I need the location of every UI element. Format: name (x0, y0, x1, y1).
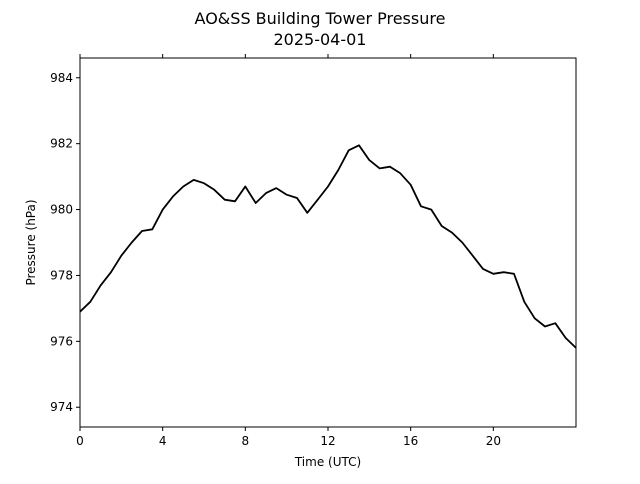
x-tick-label: 12 (320, 434, 335, 448)
chart-title: AO&SS Building Tower Pressure (195, 9, 446, 28)
y-tick-label: 978 (50, 268, 73, 282)
x-axis-label: Time (UTC) (294, 455, 361, 469)
x-axis-ticks: 0 4 8 12 16 20 (76, 54, 501, 448)
y-tick-label: 982 (50, 137, 73, 151)
y-tick-label: 976 (50, 334, 73, 348)
pressure-series-line (79, 144, 577, 349)
x-tick-label: 4 (159, 434, 167, 448)
x-tick-label: 16 (403, 434, 418, 448)
y-axis-ticks: 974 976 978 980 982 984 (50, 71, 80, 414)
plot-area (79, 144, 577, 349)
x-tick-label: 20 (486, 434, 501, 448)
y-tick-label: 984 (50, 71, 73, 85)
x-tick-label: 8 (242, 434, 250, 448)
chart-subtitle: 2025-04-01 (274, 30, 367, 49)
y-tick-label: 974 (50, 400, 73, 414)
y-axis-label: Pressure (hPa) (24, 199, 38, 285)
y-tick-label: 980 (50, 203, 73, 217)
x-tick-label: 0 (76, 434, 84, 448)
plot-frame (79, 57, 577, 428)
